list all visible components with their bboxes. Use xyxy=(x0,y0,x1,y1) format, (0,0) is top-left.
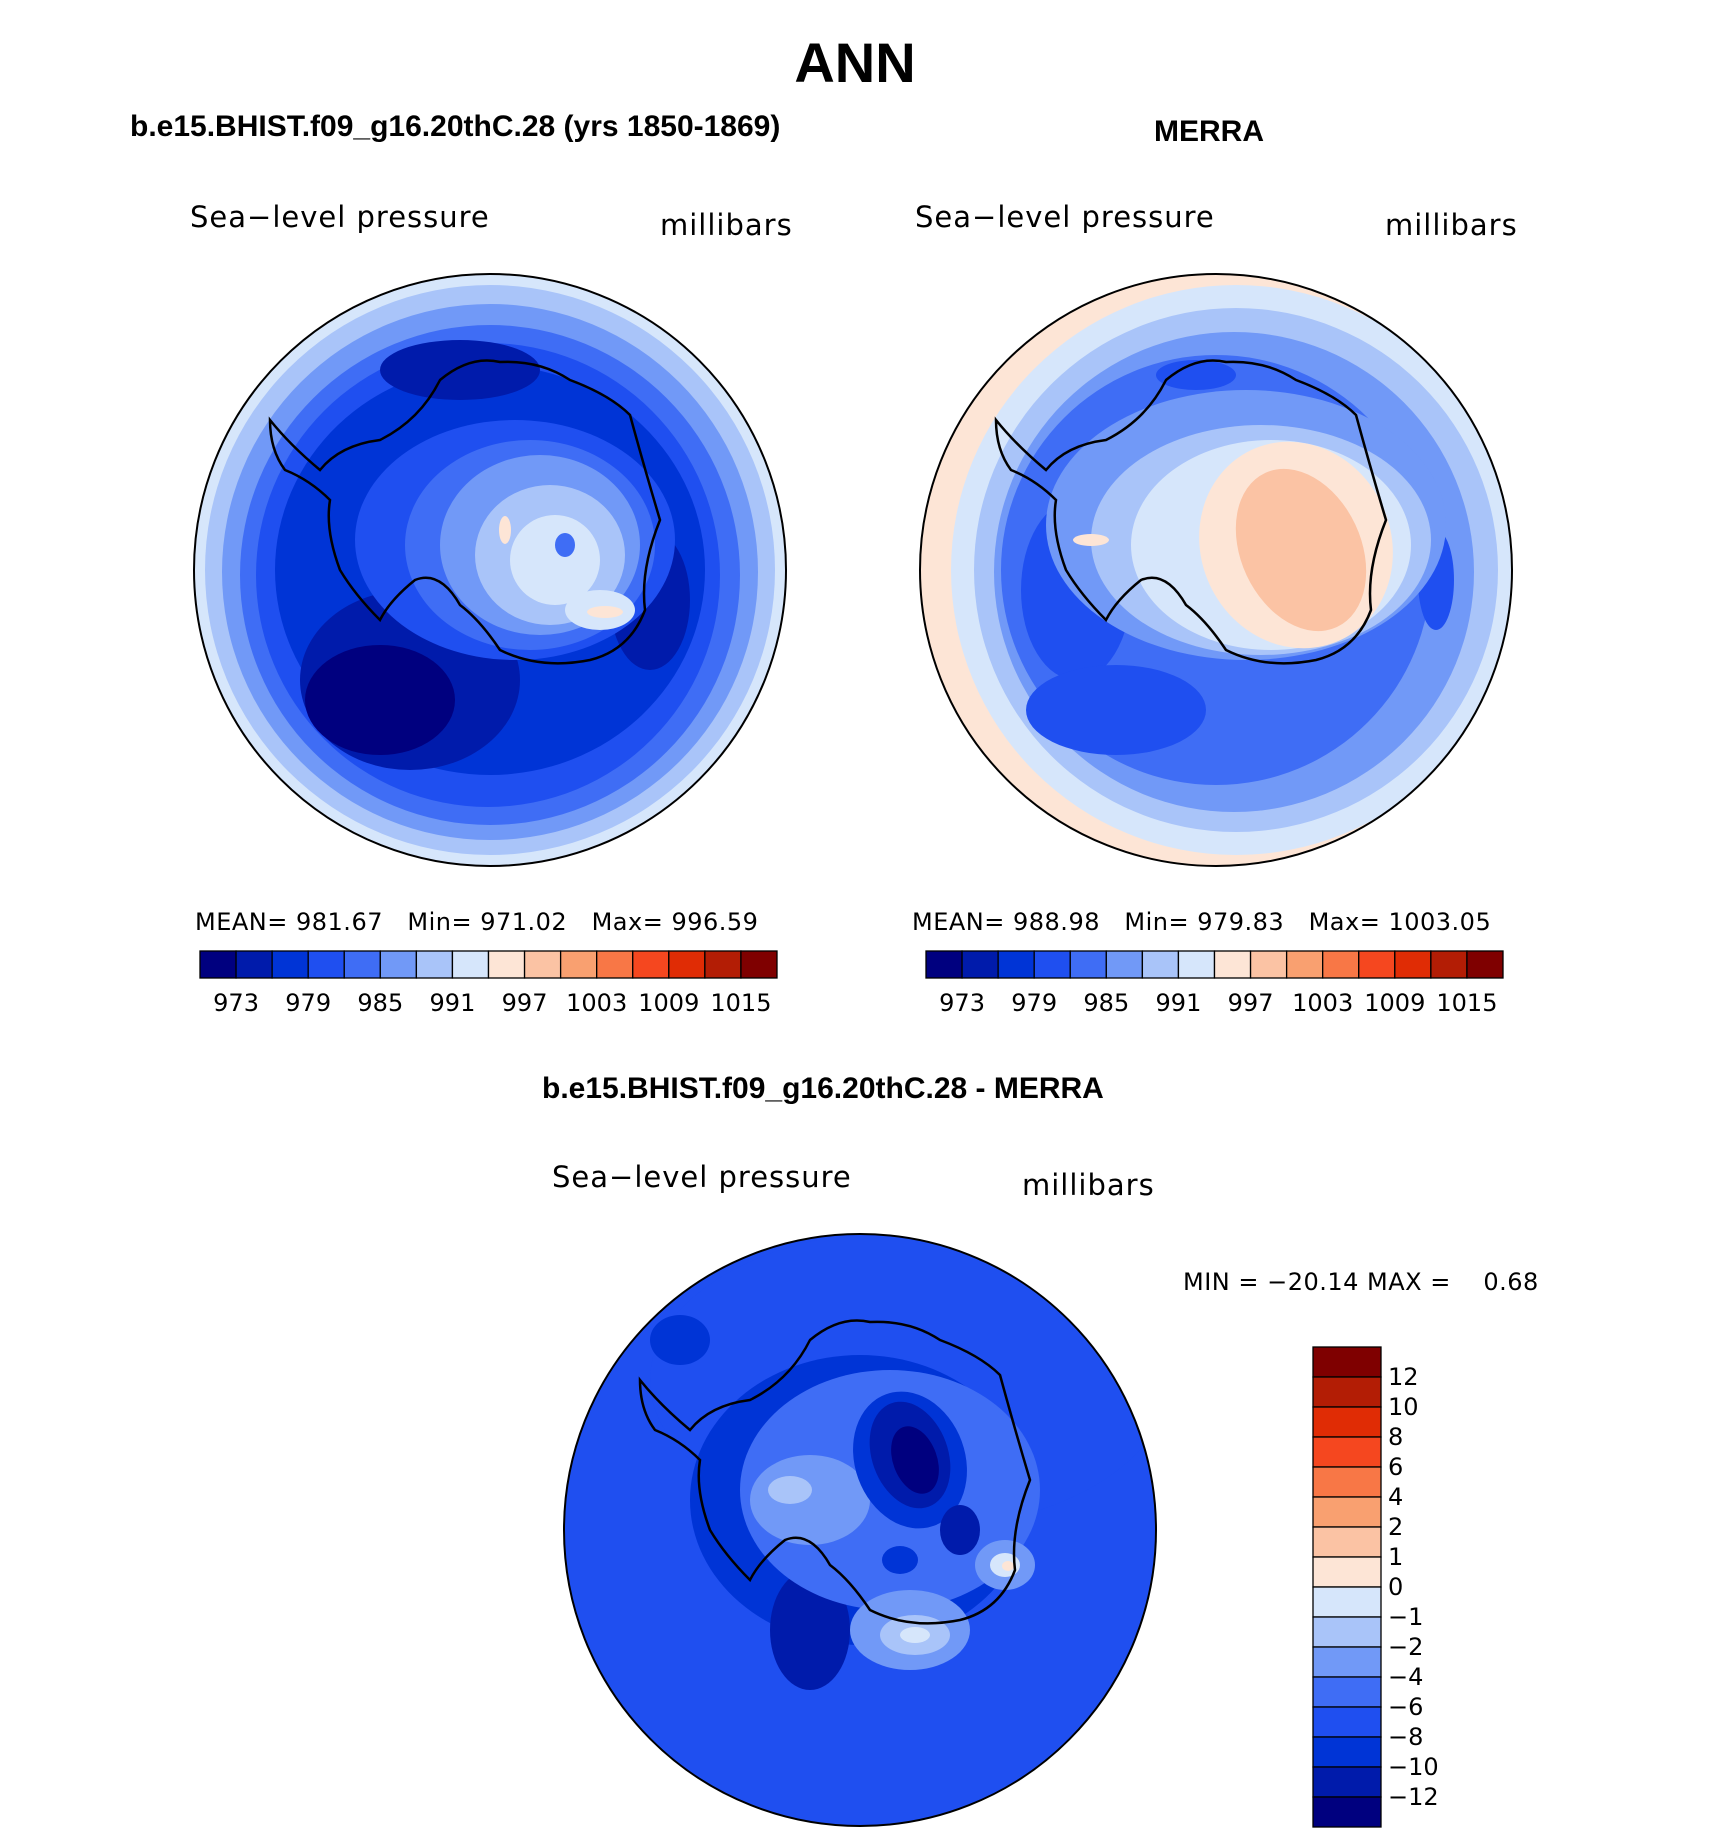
colorbar-tick-label: 997 xyxy=(501,989,548,1017)
colorbar-tick-label: 2 xyxy=(1388,1513,1404,1541)
colorbar-swatch xyxy=(1312,1586,1382,1618)
panel1-stats: MEAN= 981.67 Min= 971.02 Max= 996.59 xyxy=(195,908,759,936)
colorbar-swatch xyxy=(1312,1376,1382,1408)
colorbar-swatch xyxy=(379,950,418,979)
colorbar-tick-label: −4 xyxy=(1388,1663,1424,1691)
colorbar-swatch xyxy=(1312,1646,1382,1678)
colorbar-swatch xyxy=(307,950,345,979)
colorbar-tick-label: 1003 xyxy=(566,989,628,1017)
colorbar-swatch xyxy=(1069,950,1107,979)
colorbar-tick-label: −12 xyxy=(1388,1783,1439,1811)
colorbar-swatch xyxy=(343,950,381,979)
panel3-variable-label: Sea−level pressure xyxy=(552,1160,852,1194)
panel2-units-label: millibars xyxy=(1385,208,1518,242)
panel2-polar-map xyxy=(919,273,1513,867)
colorbar-swatch xyxy=(559,950,598,979)
colorbar-tick-label: −2 xyxy=(1388,1633,1424,1661)
colorbar-swatch xyxy=(632,950,670,979)
panel3-units-label: millibars xyxy=(1022,1168,1155,1202)
colorbar-swatch xyxy=(1358,950,1396,979)
colorbar-tick-label: 1009 xyxy=(638,989,700,1017)
colorbar-tick-label: 6 xyxy=(1388,1453,1404,1481)
panel1-title: b.e15.BHIST.f09_g16.20thC.28 (yrs 1850-1… xyxy=(130,110,781,143)
colorbar-swatch xyxy=(1312,1436,1382,1468)
page-title: ANN xyxy=(794,31,916,94)
panel1-variable-label: Sea−level pressure xyxy=(190,200,490,234)
colorbar-swatch xyxy=(1312,1676,1382,1708)
colorbar-tick-label: 12 xyxy=(1388,1363,1419,1391)
colorbar-tick-label: 1003 xyxy=(1292,989,1354,1017)
colorbar-swatch xyxy=(925,950,963,979)
colorbar-swatch xyxy=(199,950,237,979)
colorbar-tick-label: 8 xyxy=(1388,1423,1404,1451)
panel3-polar-map xyxy=(563,1233,1157,1827)
colorbar-swatch xyxy=(1312,1406,1382,1438)
colorbar-swatch xyxy=(997,950,1035,979)
colorbar-tick-label: 1015 xyxy=(710,989,772,1017)
colorbar-swatch xyxy=(1322,950,1360,979)
panel2-stats: MEAN= 988.98 Min= 979.83 Max= 1003.05 xyxy=(912,908,1492,936)
colorbar-tick-label: 1 xyxy=(1388,1543,1404,1571)
colorbar-swatch xyxy=(523,950,562,979)
colorbar-tick-label: 979 xyxy=(1011,989,1058,1017)
panel3-minmax: MIN = −20.14 MAX = 0.68 xyxy=(1183,1268,1539,1296)
panel1-units-label: millibars xyxy=(660,208,793,242)
colorbar-swatch xyxy=(668,950,706,979)
panel2-title: MERRA xyxy=(1154,115,1264,148)
panel3-colorbar xyxy=(1312,1346,1382,1828)
colorbar-tick-label: 973 xyxy=(939,989,985,1017)
colorbar-swatch xyxy=(1312,1736,1382,1768)
colorbar-tick-label: 10 xyxy=(1388,1393,1419,1421)
colorbar-tick-label: −10 xyxy=(1388,1753,1439,1781)
colorbar-swatch xyxy=(1312,1616,1382,1648)
colorbar-swatch xyxy=(1312,1466,1382,1498)
colorbar-swatch xyxy=(1312,1496,1382,1528)
colorbar-tick-label: 1015 xyxy=(1436,989,1498,1017)
panel2-variable-label: Sea−level pressure xyxy=(915,200,1215,234)
colorbar-swatch xyxy=(961,950,999,979)
panel1-polar-map xyxy=(193,273,787,867)
colorbar-swatch xyxy=(740,950,778,979)
colorbar-swatch xyxy=(596,950,634,979)
colorbar-tick-label: 997 xyxy=(1227,989,1274,1017)
panel3-title: b.e15.BHIST.f09_g16.20thC.28 - MERRA xyxy=(542,1072,1104,1105)
panel1-colorbar xyxy=(199,950,778,979)
colorbar-swatch xyxy=(1312,1526,1382,1558)
colorbar-swatch xyxy=(415,950,454,979)
colorbar-swatch xyxy=(1312,1346,1382,1378)
colorbar-tick-label: 991 xyxy=(1155,989,1202,1017)
panel2-colorbar xyxy=(925,950,1504,979)
colorbar-swatch xyxy=(1394,950,1432,979)
colorbar-swatch xyxy=(1466,950,1504,979)
colorbar-tick-label: 979 xyxy=(285,989,332,1017)
colorbar-swatch xyxy=(1285,950,1324,979)
colorbar-tick-label: −6 xyxy=(1388,1693,1424,1721)
colorbar-tick-label: 4 xyxy=(1388,1483,1404,1511)
colorbar-swatch xyxy=(1312,1706,1382,1738)
colorbar-tick-label: 0 xyxy=(1388,1573,1404,1601)
colorbar-swatch xyxy=(1105,950,1144,979)
colorbar-swatch xyxy=(1177,950,1216,979)
colorbar-swatch xyxy=(1312,1796,1382,1828)
colorbar-swatch xyxy=(451,950,490,979)
colorbar-swatch xyxy=(1141,950,1180,979)
colorbar-swatch xyxy=(1033,950,1071,979)
colorbar-tick-label: 985 xyxy=(1083,989,1130,1017)
colorbar-swatch xyxy=(1249,950,1288,979)
colorbar-swatch xyxy=(1312,1556,1382,1588)
colorbar-tick-label: 991 xyxy=(429,989,476,1017)
colorbar-swatch xyxy=(271,950,309,979)
colorbar-tick-label: 1009 xyxy=(1364,989,1426,1017)
colorbar-swatch xyxy=(1213,950,1252,979)
colorbar-swatch xyxy=(704,950,742,979)
colorbar-tick-label: −8 xyxy=(1388,1723,1424,1751)
colorbar-swatch xyxy=(235,950,273,979)
colorbar-swatch xyxy=(487,950,526,979)
colorbar-swatch xyxy=(1430,950,1468,979)
colorbar-tick-label: 973 xyxy=(213,989,259,1017)
colorbar-tick-label: −1 xyxy=(1388,1603,1424,1631)
colorbar-swatch xyxy=(1312,1766,1382,1798)
colorbar-tick-label: 985 xyxy=(357,989,404,1017)
